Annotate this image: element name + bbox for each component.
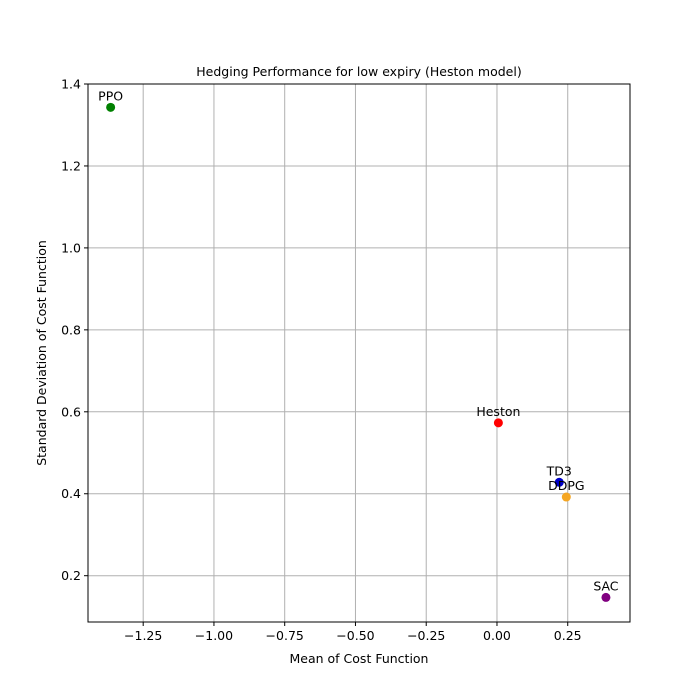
- grid-lines: [88, 83, 630, 622]
- y-tick-label: 0.2: [61, 568, 81, 583]
- data-points: [106, 102, 611, 602]
- x-tick-label: −0.75: [266, 628, 304, 643]
- point-label-ppo: PPO: [98, 88, 123, 103]
- y-tick-label: 1.0: [61, 240, 81, 255]
- chart-title: Hedging Performance for low expiry (Hest…: [196, 64, 521, 79]
- x-tick-label: −1.25: [124, 628, 162, 643]
- data-point-ppo: [106, 102, 116, 112]
- point-label-ddpg: DDPG: [548, 478, 584, 493]
- point-label-sac: SAC: [593, 578, 618, 593]
- x-axis-label: Mean of Cost Function: [290, 651, 429, 666]
- data-point-ddpg: [561, 492, 571, 502]
- data-point-heston: [493, 418, 503, 428]
- y-tick-label: 0.6: [61, 404, 81, 419]
- point-label-td3: TD3: [546, 463, 572, 478]
- x-tick-label: −1.00: [195, 628, 233, 643]
- plot-area-frame: [87, 83, 631, 623]
- y-tick-label: 0.8: [61, 322, 81, 337]
- data-point-td3: [554, 477, 564, 487]
- x-tick-label: 0.00: [483, 628, 511, 643]
- data-point-sac: [601, 592, 611, 602]
- axis-ticks: −1.25 −1.00 −0.75 −0.50 −0.25 0.00 0.25 0.2 0.4 0…: [61, 77, 582, 644]
- y-axis-label: Standard Deviation of Cost Function: [34, 240, 49, 466]
- y-tick-label: 1.4: [61, 77, 81, 92]
- point-label-heston: Heston: [476, 404, 520, 419]
- x-tick-label: −0.25: [407, 628, 445, 643]
- x-tick-label: −0.50: [336, 628, 374, 643]
- x-tick-label: 0.25: [554, 628, 582, 643]
- y-tick-label: 0.4: [61, 486, 81, 501]
- y-tick-label: 1.2: [61, 158, 81, 173]
